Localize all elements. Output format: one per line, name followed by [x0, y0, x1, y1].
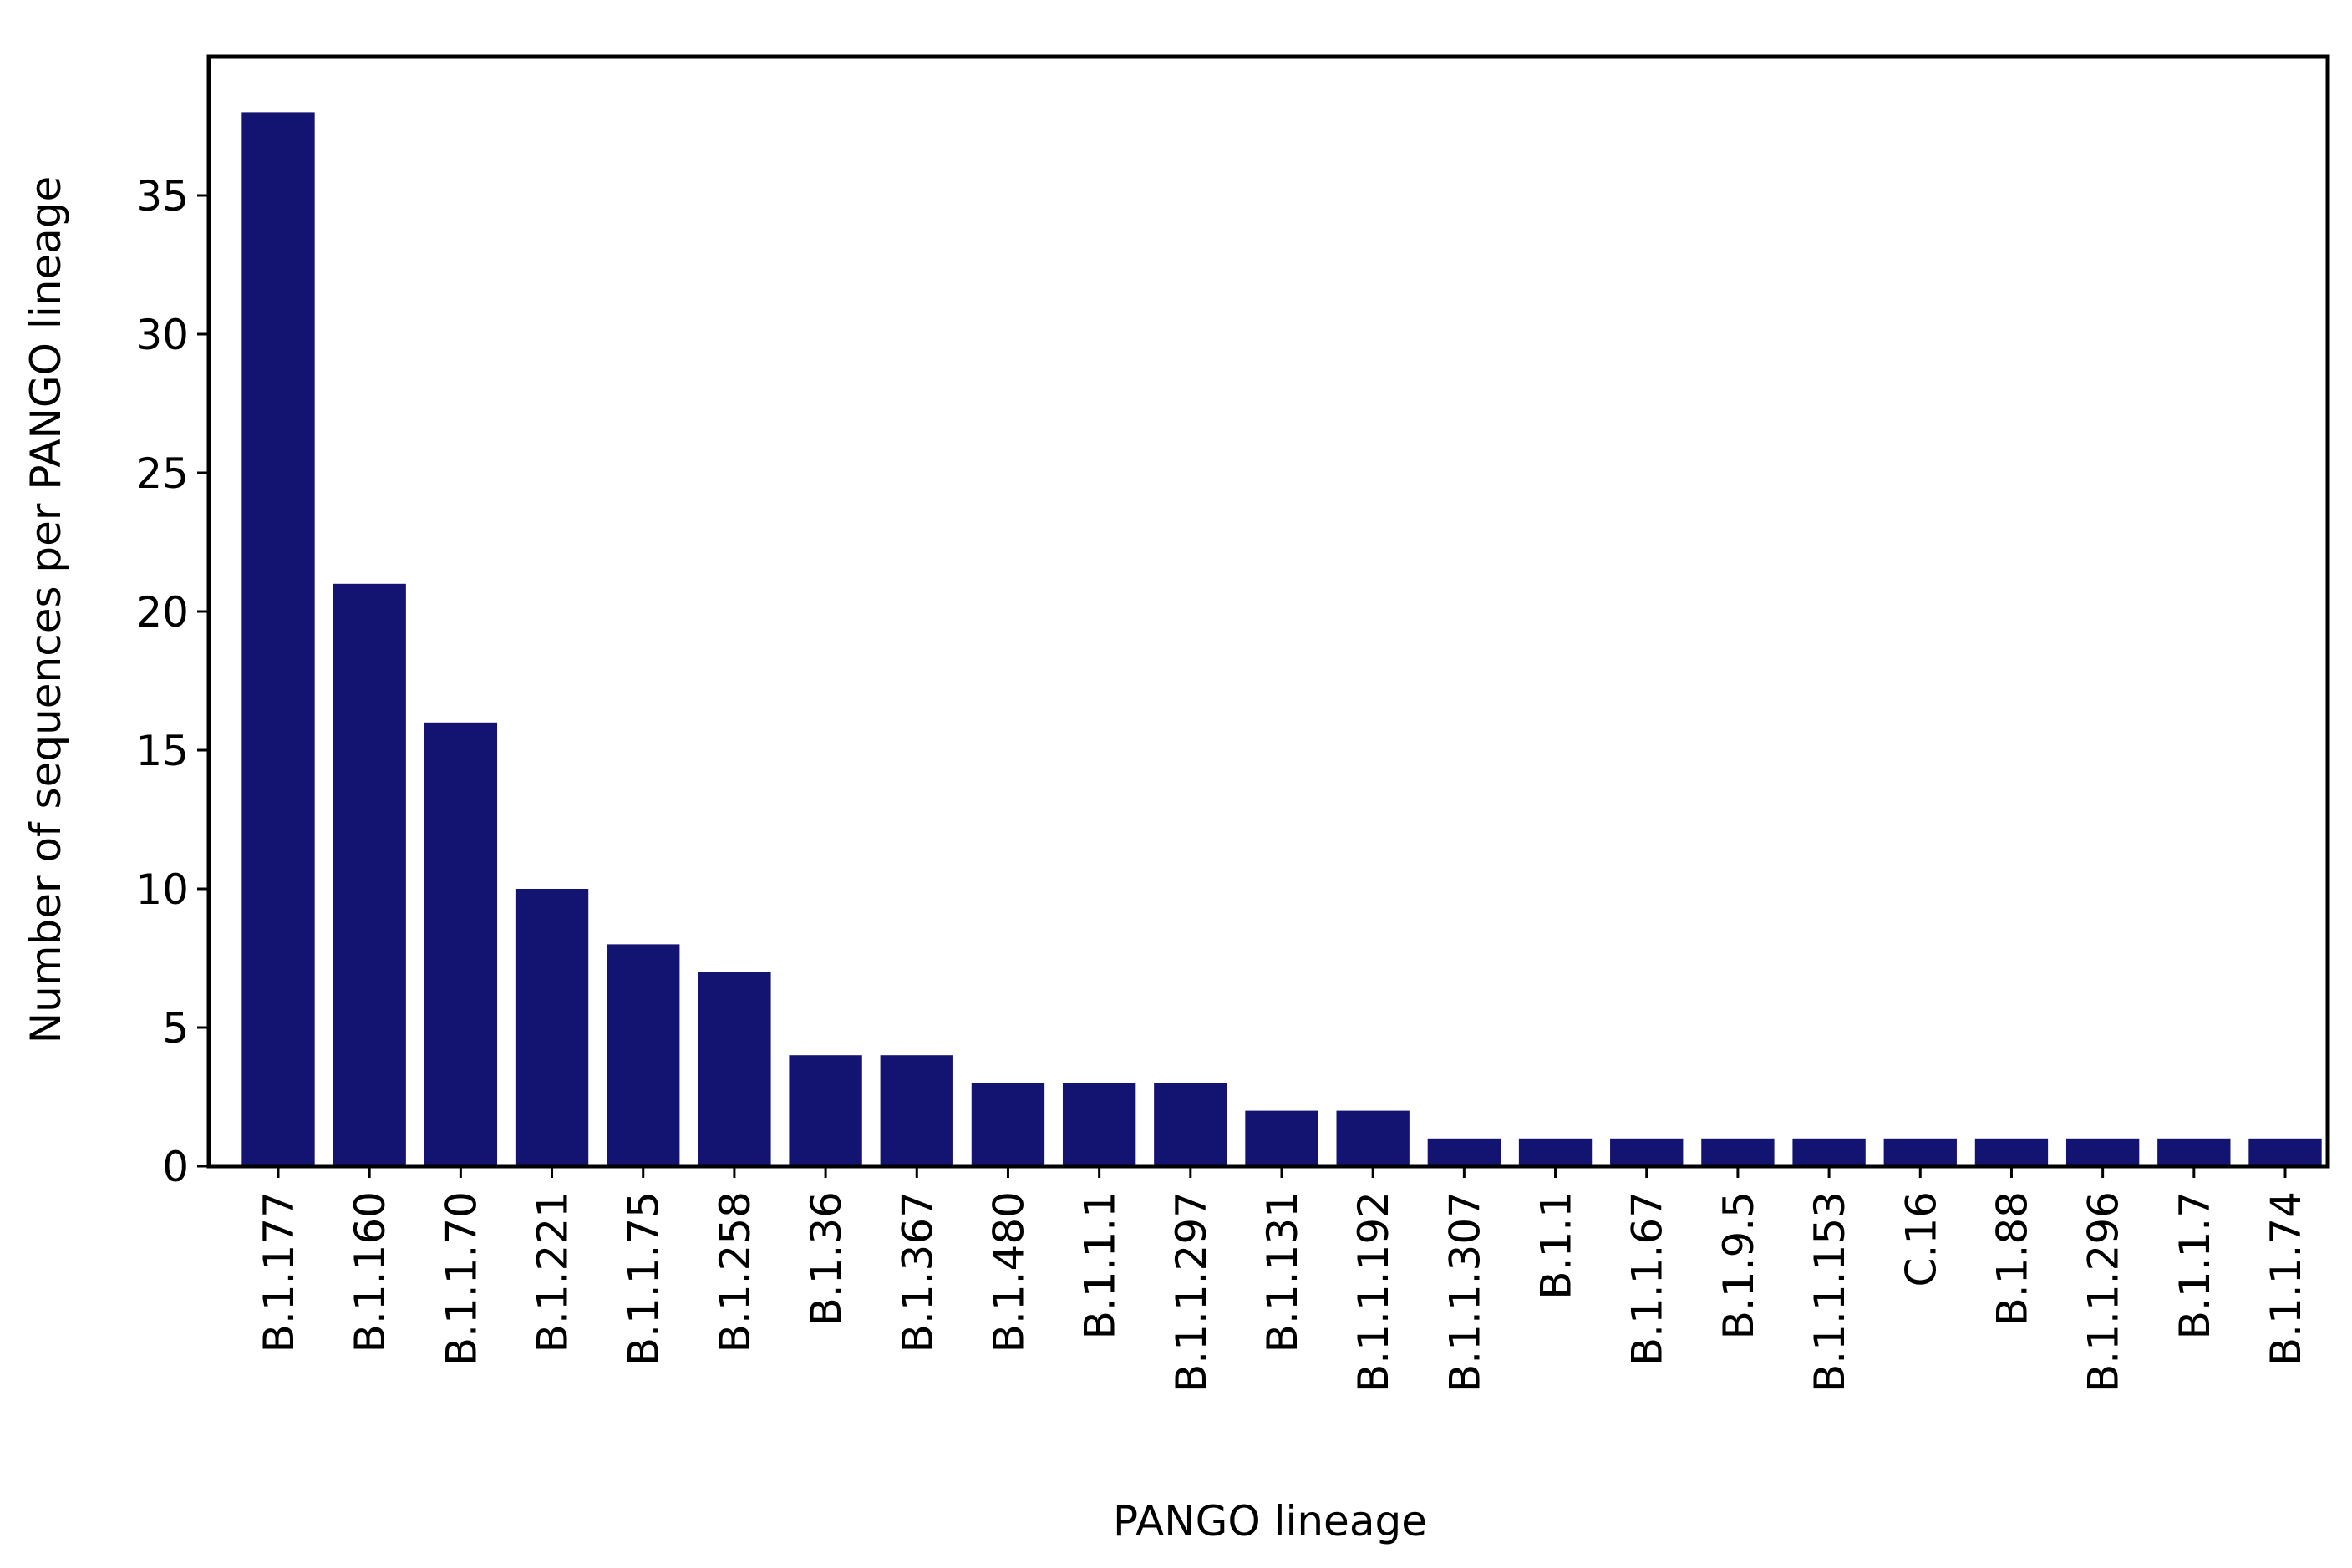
bar: [1701, 1138, 1775, 1166]
x-tick-label: B.1.36: [802, 1191, 851, 1327]
x-axis-label: PANGO lineage: [1113, 1497, 1427, 1545]
bar: [789, 1055, 862, 1166]
bar: [971, 1083, 1045, 1166]
y-tick-label: 20: [135, 588, 189, 637]
bar: [241, 112, 315, 1166]
y-tick-label: 15: [135, 727, 189, 775]
bar: [1518, 1138, 1593, 1166]
bar: [698, 972, 771, 1166]
bar: [1792, 1138, 1866, 1166]
bar: [424, 722, 498, 1166]
x-tick-label: B.1.1.296: [2080, 1191, 2128, 1393]
bar: [1336, 1110, 1410, 1166]
x-tick-label: B.1.9.5: [1714, 1191, 1763, 1339]
bar: [1427, 1138, 1501, 1166]
bar: [515, 889, 589, 1166]
x-tick-label: B.1.1.307: [1440, 1191, 1489, 1393]
x-tick-label: B.1.480: [984, 1191, 1033, 1352]
x-tick-label: B.1.1.7: [2171, 1191, 2219, 1339]
bar: [607, 944, 680, 1166]
bar: [2157, 1138, 2231, 1166]
x-tick-label: B.1.1.75: [620, 1191, 668, 1366]
x-tick-label: B.1.367: [893, 1191, 942, 1352]
bar: [2065, 1138, 2140, 1166]
y-tick-label: 0: [162, 1143, 189, 1191]
plot-frame: [206, 54, 2330, 1169]
x-tick-label: B.1.1.74: [2262, 1191, 2310, 1366]
x-tick-label: B.1.1: [1532, 1191, 1581, 1300]
bar: [2248, 1138, 2322, 1166]
y-axis-label: Number of sequences per PANGO lineage: [22, 176, 70, 1044]
y-tick-label: 5: [162, 1004, 189, 1053]
x-tick-label: B.1.1.192: [1349, 1191, 1398, 1393]
bar: [333, 583, 406, 1166]
x-tick-label: B.1.88: [1988, 1191, 2036, 1327]
y-tick-label: 35: [135, 172, 189, 221]
bar: [1883, 1138, 1957, 1166]
bar: [1062, 1083, 1136, 1166]
bar: [1245, 1110, 1318, 1166]
bar: [1610, 1138, 1684, 1166]
x-tick-label: C.16: [1897, 1191, 1945, 1286]
x-tick-label: B.1.1.297: [1167, 1191, 1216, 1393]
y-tick-label: 10: [135, 865, 189, 914]
x-tick-label: B.1.160: [346, 1191, 394, 1352]
x-tick-label: B.1.131: [1258, 1191, 1307, 1352]
y-tick-label: 30: [135, 311, 189, 359]
x-tick-label: B.1.258: [711, 1191, 759, 1352]
bar: [1974, 1138, 2049, 1166]
y-tick-label: 25: [135, 449, 189, 498]
x-tick-label: B.1.1.67: [1623, 1191, 1672, 1366]
x-tick-label: B.1.177: [255, 1191, 303, 1352]
x-tick-label: B.1.1.1: [1076, 1191, 1125, 1339]
x-tick-label: B.1.1.70: [437, 1191, 485, 1366]
bar: [880, 1055, 953, 1166]
x-tick-label: B.1.1.153: [1806, 1191, 1854, 1393]
bar: [1154, 1083, 1227, 1166]
x-tick-label: B.1.221: [529, 1191, 577, 1352]
